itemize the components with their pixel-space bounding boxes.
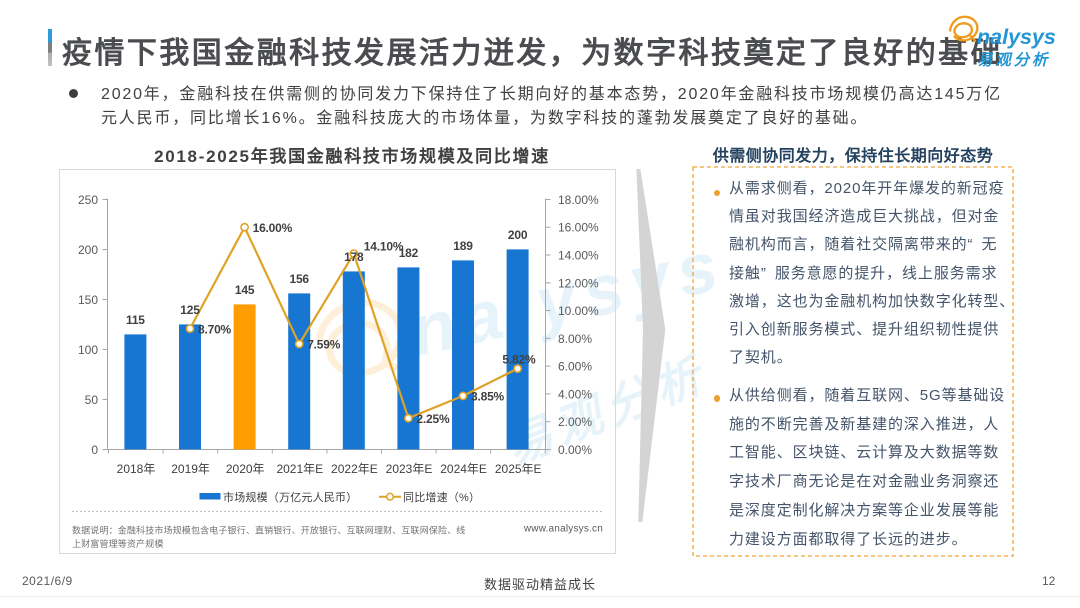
- svg-text:上财富管理等资产规模: 上财富管理等资产规模: [72, 538, 164, 549]
- svg-text:6.00%: 6.00%: [558, 360, 592, 374]
- svg-text:145: 145: [235, 283, 255, 297]
- svg-text:数据说明：金融科技市场规模包含电子银行、直销银行、开放银行、: 数据说明：金融科技市场规模包含电子银行、直销银行、开放银行、互联网理财、互联网保…: [72, 525, 465, 536]
- svg-text:8.70%: 8.70%: [198, 322, 232, 336]
- svg-text:市场规模（万亿元人民币）: 市场规模（万亿元人民币）: [223, 490, 357, 504]
- svg-text:7.59%: 7.59%: [307, 338, 341, 352]
- svg-text:12.00%: 12.00%: [558, 276, 599, 290]
- svg-text:2019年: 2019年: [171, 462, 210, 476]
- svg-text:2018年: 2018年: [117, 462, 156, 476]
- svg-text:3.85%: 3.85%: [471, 390, 505, 404]
- svg-text:2020年: 2020年: [226, 462, 265, 476]
- svg-text:0.00%: 0.00%: [558, 443, 592, 457]
- svg-text:18.00%: 18.00%: [558, 193, 599, 207]
- svg-text:2021年E: 2021年E: [276, 462, 323, 476]
- svg-text:125: 125: [180, 303, 200, 317]
- svg-text:150: 150: [78, 293, 98, 307]
- svg-text:5.82%: 5.82%: [502, 353, 536, 367]
- svg-text:www.analysys.cn: www.analysys.cn: [523, 524, 603, 535]
- svg-text:10.00%: 10.00%: [558, 304, 599, 318]
- svg-text:2024年E: 2024年E: [440, 462, 487, 476]
- svg-text:14.10%: 14.10%: [364, 239, 404, 253]
- svg-text:同比增速（%）: 同比增速（%）: [403, 490, 480, 504]
- svg-text:156: 156: [289, 272, 309, 286]
- svg-text:250: 250: [78, 193, 98, 207]
- svg-text:2025年E: 2025年E: [495, 462, 542, 476]
- svg-text:2023年E: 2023年E: [386, 462, 433, 476]
- svg-text:0: 0: [91, 443, 98, 457]
- svg-text:8.00%: 8.00%: [558, 332, 592, 346]
- svg-text:2.00%: 2.00%: [558, 415, 592, 429]
- svg-text:178: 178: [344, 250, 364, 264]
- svg-text:14.00%: 14.00%: [558, 249, 599, 263]
- svg-text:189: 189: [453, 239, 473, 253]
- svg-text:2022年E: 2022年E: [331, 462, 378, 476]
- svg-text:50: 50: [85, 393, 99, 407]
- svg-text:2.25%: 2.25%: [416, 412, 450, 426]
- svg-text:200: 200: [78, 243, 98, 257]
- svg-text:182: 182: [399, 246, 419, 260]
- svg-text:4.00%: 4.00%: [558, 387, 592, 401]
- svg-text:100: 100: [78, 343, 98, 357]
- svg-text:16.00%: 16.00%: [253, 221, 293, 235]
- svg-text:115: 115: [126, 313, 145, 327]
- svg-text:nalysys: nalysys: [977, 25, 1056, 49]
- svg-text:200: 200: [508, 228, 528, 242]
- svg-text:易观分析: 易观分析: [977, 51, 1050, 69]
- svg-text:16.00%: 16.00%: [558, 221, 599, 235]
